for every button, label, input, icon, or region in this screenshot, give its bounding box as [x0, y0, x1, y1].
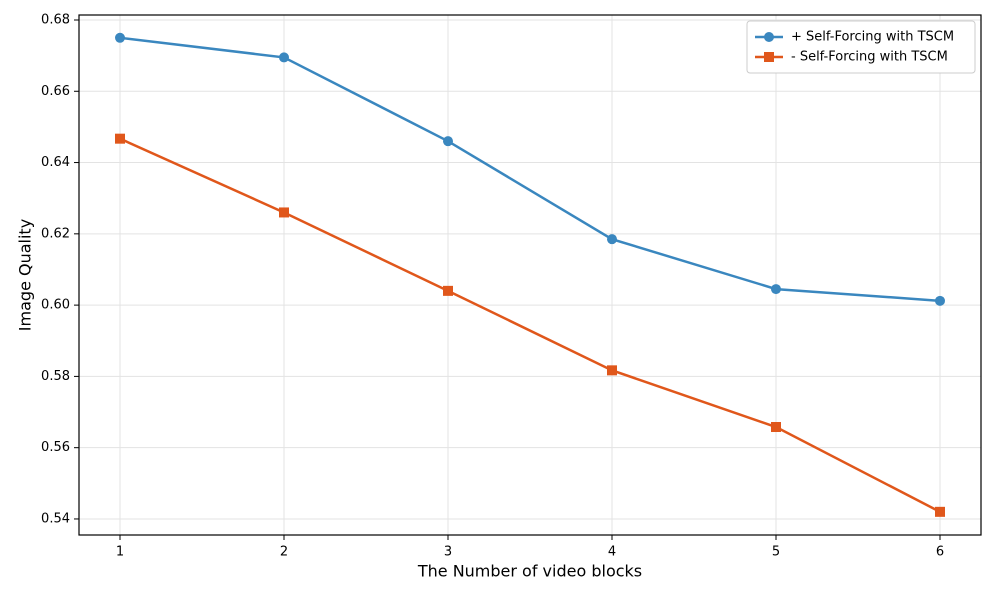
- y-tick-label: 0.68: [41, 12, 70, 27]
- x-tick-label: 5: [772, 545, 780, 560]
- plot-frame: [78, 14, 982, 536]
- marker: [935, 506, 945, 517]
- marker: [607, 365, 617, 376]
- legend: + Self-Forcing with TSCM - Self-Forcing w…: [746, 20, 976, 74]
- marker: [935, 295, 945, 306]
- legend-label: - Self-Forcing with TSCM: [791, 50, 948, 65]
- marker: [443, 136, 453, 147]
- series-line: [119, 36, 941, 303]
- x-tick-label: 2: [280, 545, 288, 560]
- marker: [115, 32, 125, 43]
- y-tick-label: 0.54: [41, 511, 70, 526]
- marker: [771, 422, 781, 433]
- x-axis-label: The Number of video blocks: [417, 562, 642, 581]
- series-line: [119, 137, 941, 513]
- marker: [443, 285, 453, 296]
- legend-marker: [764, 52, 774, 62]
- y-tick-label: 0.64: [41, 155, 70, 170]
- x-tick-label: 3: [444, 545, 452, 560]
- y-tick-label: 0.58: [41, 369, 70, 384]
- y-tick-label: 0.56: [41, 440, 70, 455]
- marker: [607, 234, 617, 245]
- marker: [279, 52, 289, 63]
- y-tick-label: 0.60: [41, 298, 70, 313]
- legend-label: + Self-Forcing with TSCM: [791, 30, 954, 45]
- marker: [115, 133, 125, 144]
- marker: [279, 207, 289, 218]
- y-tick-label: 0.62: [41, 226, 70, 241]
- x-tick-label: 1: [116, 545, 124, 560]
- x-tick-label: 4: [608, 545, 616, 560]
- marker: [771, 284, 781, 295]
- y-tick-label: 0.66: [41, 84, 70, 99]
- x-tick-label: 6: [936, 545, 944, 560]
- legend-marker: [764, 32, 774, 42]
- y-axis-label: Image Quality: [16, 219, 35, 331]
- legend-box: [746, 20, 976, 74]
